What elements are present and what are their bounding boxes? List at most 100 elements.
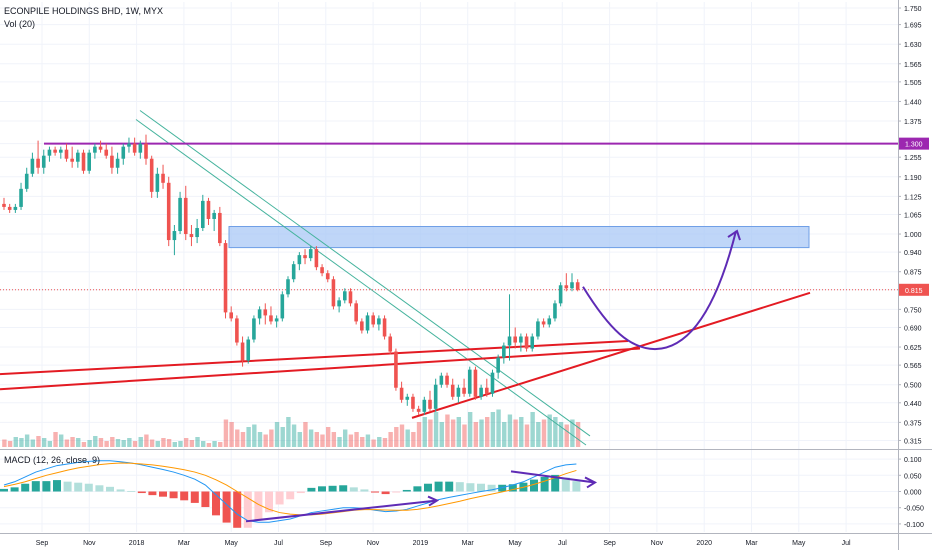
volume-bar <box>132 441 138 447</box>
candle-body <box>240 342 245 361</box>
volume-bar <box>41 438 47 447</box>
candle-body <box>547 318 552 325</box>
price-axis-label: 1.190 <box>904 175 922 182</box>
candle-body <box>98 146 103 150</box>
candle-body <box>138 143 143 153</box>
macd-histogram-bar <box>318 486 326 492</box>
candle-body <box>291 264 296 280</box>
divergence-arrow-upper <box>510 470 595 484</box>
candle-body <box>422 399 427 412</box>
price-axis-label: 0.875 <box>904 270 922 277</box>
macd-histogram-bar <box>296 491 305 494</box>
time-axis-label: Sep <box>320 540 333 547</box>
candle-body <box>229 312 233 319</box>
time-axis-label: Mar <box>178 540 191 547</box>
candle-body <box>7 206 12 210</box>
candle-body <box>76 152 80 162</box>
price-axis-label: 1.565 <box>904 62 922 69</box>
volume-bar <box>70 437 75 447</box>
macd-histogram-bar <box>402 489 411 492</box>
volume-bar <box>473 422 479 447</box>
candle-body <box>331 279 336 307</box>
price-tag <box>899 283 929 296</box>
volume-bar <box>360 437 365 447</box>
volume-bar <box>223 419 229 447</box>
volume-bar <box>462 424 467 447</box>
candle-body <box>127 143 131 147</box>
volume-bar <box>166 439 172 447</box>
time-axis-label: 2018 <box>129 540 145 547</box>
candle-body <box>115 158 120 168</box>
volume-bar <box>524 424 530 447</box>
candle-body <box>286 279 290 295</box>
price-axis-label: 1.255 <box>904 155 922 162</box>
candle-body <box>513 336 517 343</box>
macd-histogram-bar <box>455 482 464 492</box>
volume-bar <box>286 417 291 447</box>
volume-bar <box>416 422 422 447</box>
price-axis-label: 1.000 <box>904 232 922 239</box>
price-axis-label: 1.125 <box>904 194 922 201</box>
macd-histogram-bar <box>275 491 284 505</box>
volume-bar <box>104 441 109 447</box>
candle-body <box>110 155 114 168</box>
volume-bar <box>144 434 149 447</box>
volume-bar <box>87 440 92 447</box>
volume-bar <box>36 436 41 447</box>
time-axis-label: Mar <box>745 540 758 547</box>
volume-bar <box>570 419 575 447</box>
candle-body <box>405 396 410 400</box>
volume-bar <box>377 437 382 447</box>
macd-histogram-bar <box>413 486 422 492</box>
candle-body <box>348 291 353 304</box>
candle-body <box>59 149 63 153</box>
volume-bar <box>422 417 427 447</box>
candle-body <box>104 149 109 156</box>
volume-bar <box>212 441 217 447</box>
candle-body <box>93 146 97 153</box>
volume-bar <box>297 432 302 447</box>
macd-histogram-bar <box>169 491 178 499</box>
candle-body <box>524 336 529 349</box>
time-axis-label: 2019 <box>413 540 429 547</box>
candle-body <box>183 197 188 235</box>
candle-body <box>144 143 148 159</box>
candle-body <box>445 375 449 385</box>
price-axis-label: 0.940 <box>904 250 922 257</box>
macd-histogram-bar <box>212 491 220 516</box>
volume-bar <box>127 438 132 447</box>
volume-bar <box>235 429 240 447</box>
volume-bar <box>161 438 166 447</box>
candle-body <box>490 372 495 394</box>
price-tag-label: 1.300 <box>905 142 923 149</box>
volume-bar <box>53 432 58 447</box>
candle-body <box>575 282 580 290</box>
macd-histogram-bar <box>106 486 114 492</box>
candle-body <box>428 399 432 409</box>
macd-histogram-bar <box>201 491 210 508</box>
candle-body <box>47 149 52 156</box>
macd-histogram-bar <box>190 491 199 503</box>
macd-axis-label: 0.000 <box>904 490 922 497</box>
volume-bar <box>394 427 399 447</box>
candle-body <box>297 255 302 265</box>
macd-histogram-bar <box>233 491 242 528</box>
volume-bar <box>343 429 348 447</box>
candle-body <box>564 285 569 289</box>
volume-bar <box>575 422 581 447</box>
volume-bar <box>64 439 70 447</box>
candle-body <box>13 206 18 210</box>
price-axis-label: 1.505 <box>904 80 922 87</box>
candle-body <box>377 318 381 325</box>
candle-body <box>360 321 364 331</box>
time-axis-label: Nov <box>651 540 664 547</box>
volume-bar <box>388 432 393 447</box>
candle-body <box>53 149 57 153</box>
volume-bar <box>450 419 456 447</box>
volume-bar <box>507 414 513 447</box>
volume-bar <box>303 422 308 447</box>
signal-line <box>3 462 577 516</box>
volume-bar <box>257 432 263 447</box>
volume-bar <box>47 441 53 447</box>
